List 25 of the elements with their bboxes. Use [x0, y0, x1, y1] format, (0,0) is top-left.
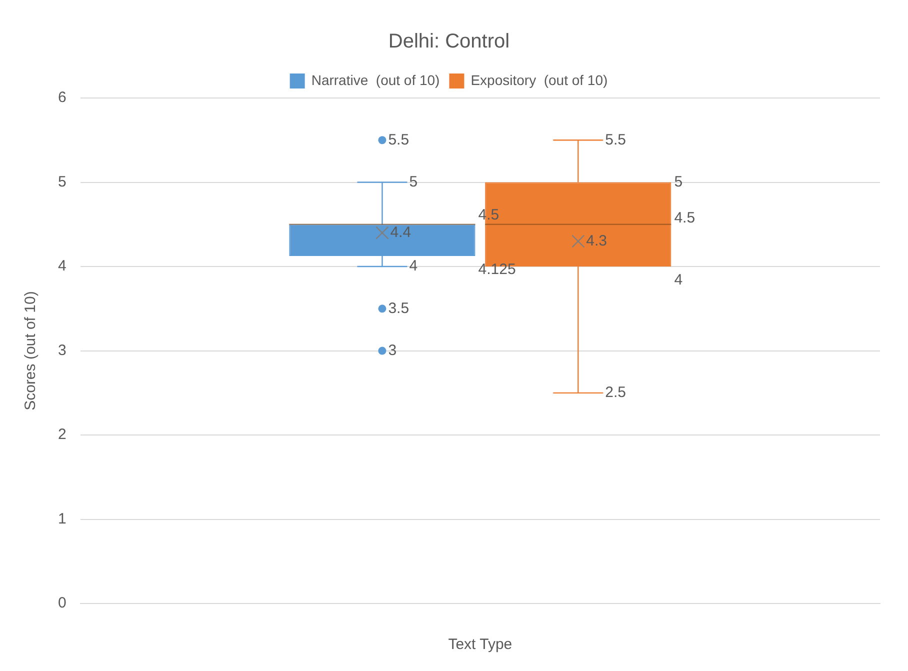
- annotation: 4.5: [674, 210, 696, 227]
- y-tick-label: 4: [58, 258, 66, 275]
- y-tick-label: 2: [58, 426, 66, 444]
- annotation: 4: [409, 258, 418, 275]
- y-tick-label: 3: [58, 342, 66, 359]
- y-tick-label: 1: [58, 510, 66, 528]
- y-tick-label: 5: [58, 173, 66, 190]
- y-tick-label: 0: [58, 594, 66, 612]
- chart-title: Delhi: Control: [388, 30, 510, 53]
- y-tick-label: 6: [58, 89, 66, 106]
- annotation: 5: [674, 173, 683, 190]
- annotation: 4.4: [390, 224, 412, 241]
- annotation: 3: [388, 342, 397, 359]
- x-axis-title: Text Type: [448, 636, 512, 654]
- annotation: 5.5: [388, 131, 410, 148]
- annotation: 3.5: [388, 300, 410, 317]
- annotation: 4: [674, 272, 683, 289]
- annotation: 4.3: [586, 232, 607, 250]
- legend-label: Narrative (out of 10): [311, 72, 440, 88]
- annotation: 5: [409, 173, 418, 190]
- annotation: 4.125: [478, 261, 516, 278]
- annotation: 5.5: [605, 131, 626, 148]
- annotation: 2.5: [605, 384, 626, 402]
- y-axis-title: Scores (out of 10): [22, 291, 40, 410]
- legend-label: Expository (out of 10): [470, 72, 608, 88]
